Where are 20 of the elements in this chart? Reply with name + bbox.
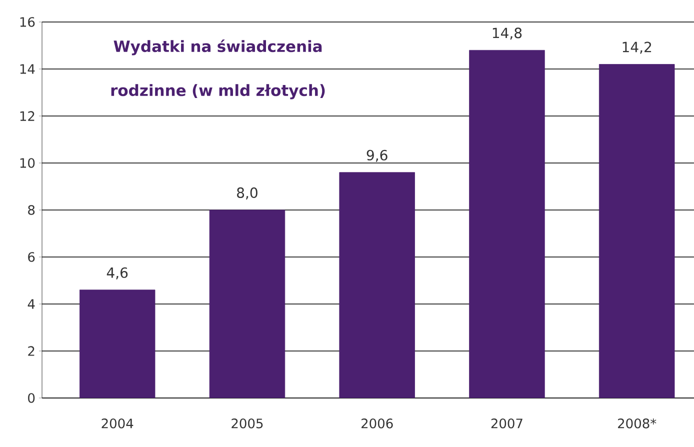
y-tick-label: 10 bbox=[20, 158, 35, 168]
chart-title: Wydatki na świadczenia rodzinne (w mld złotych) bbox=[111, 39, 325, 100]
x-tick-label: 2005 bbox=[232, 418, 263, 428]
y-tick-label: 0 bbox=[28, 393, 35, 403]
x-tick-label: 2008* bbox=[618, 418, 656, 428]
data-label: 14,2 bbox=[622, 42, 652, 54]
data-label: 9,6 bbox=[366, 150, 388, 162]
y-tick-label: 6 bbox=[28, 252, 35, 262]
x-tick-label: 2006 bbox=[362, 418, 393, 428]
data-label: 4,6 bbox=[106, 267, 128, 280]
y-tick-label: 4 bbox=[28, 299, 35, 309]
x-tick-label: 2004 bbox=[102, 418, 134, 428]
data-label: 8,0 bbox=[237, 187, 258, 200]
y-tick-label: 2 bbox=[28, 346, 34, 356]
y-tick-label: 12 bbox=[20, 111, 34, 121]
data-label: 14,8 bbox=[492, 28, 522, 40]
y-tick-label: 8 bbox=[28, 205, 35, 215]
x-tick-label: 2007 bbox=[491, 418, 522, 428]
y-tick-label: 14 bbox=[20, 64, 35, 74]
y-tick-label: 16 bbox=[20, 17, 35, 27]
